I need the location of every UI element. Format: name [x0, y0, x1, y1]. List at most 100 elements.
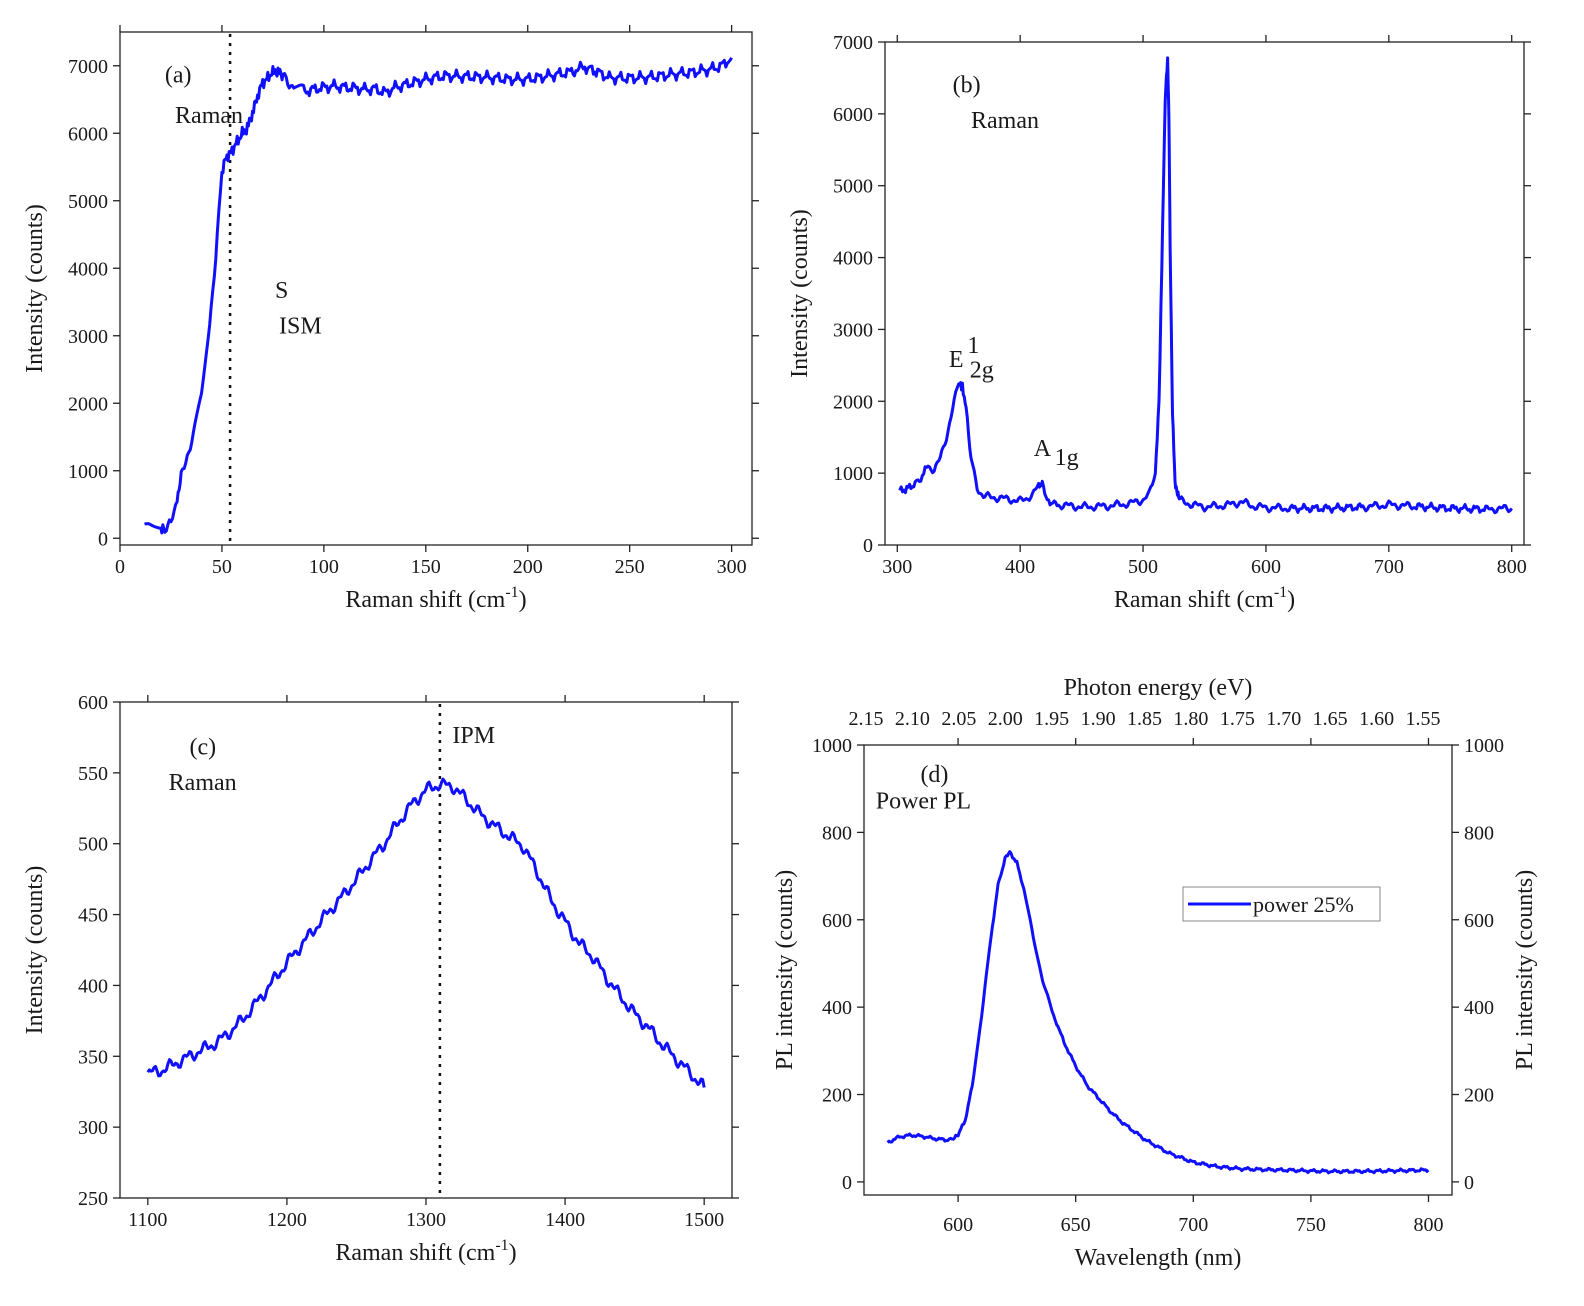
- y-tick-label-right: 600: [1464, 910, 1494, 932]
- annotation: (a): [165, 63, 192, 89]
- y-tick-label: 3000: [68, 326, 108, 348]
- plot-frame: [863, 744, 1453, 1196]
- x-axis-label: Raman shift (cm-1): [345, 584, 526, 613]
- chart-panel-b: 300 400 500 600 700 800 0 1000 2000 3000 4000 5000 6…: [787, 32, 1531, 613]
- x-axis-label-sup: -1: [505, 584, 518, 601]
- annotation: IPM: [452, 723, 495, 749]
- top-tick-label: 1.80: [1173, 708, 1208, 730]
- x-tick-label: 1200: [267, 1209, 307, 1231]
- top-tick-label: 2.15: [849, 708, 884, 730]
- annotation: (b): [953, 72, 981, 98]
- y-tick-label: 7000: [68, 56, 108, 78]
- chart-panel-d: 600 650 700 750 800 0 0 200 200 400 400 600 600 800 80…: [772, 675, 1538, 1271]
- y-tick-label: 4000: [68, 258, 108, 280]
- x-axis-label-main: Raman shift (cm: [1114, 587, 1274, 613]
- x-tick-label: 1500: [684, 1209, 724, 1231]
- y-tick-label: 1000: [68, 461, 108, 483]
- x-tick-label: 400: [1005, 556, 1035, 578]
- annotation: Raman: [175, 103, 243, 129]
- y-tick-label: 200: [822, 1085, 852, 1107]
- x-tick-label: 800: [1497, 556, 1527, 578]
- y-tick-label: 450: [78, 905, 108, 927]
- annotation: 1g: [1055, 445, 1079, 471]
- x-axis-label-close: ): [519, 587, 527, 613]
- top-tick-label: 1.70: [1266, 708, 1301, 730]
- annotation: E: [949, 347, 964, 373]
- x-tick-label: 300: [717, 556, 747, 578]
- top-tick-label: 2.00: [988, 708, 1023, 730]
- y-tick-label: 500: [78, 834, 108, 856]
- y-axis-label: Intensity (counts): [22, 866, 48, 1035]
- x-tick-label: 1400: [545, 1209, 585, 1231]
- x-tick-label: 600: [1251, 556, 1281, 578]
- y-tick-label: 300: [78, 1117, 108, 1139]
- legend-label: power 25%: [1253, 892, 1354, 917]
- series-line-raman: [898, 56, 1513, 515]
- x-axis-label-close: ): [1287, 587, 1295, 613]
- y-tick-label-right: 200: [1464, 1085, 1494, 1107]
- y-tick-label-right: 0: [1464, 1172, 1474, 1194]
- chart-panel-a: 0 50 100 150 200 250 3000100020003000400050006…: [22, 25, 759, 613]
- x-tick-label: 1100: [128, 1209, 167, 1231]
- x-tick-label: 700: [1374, 556, 1404, 578]
- y-tick-label: 5000: [68, 191, 108, 213]
- x-axis-label-sup: -1: [1274, 584, 1287, 601]
- x-tick-label: 600: [943, 1214, 973, 1236]
- x-tick-label: 300: [882, 556, 912, 578]
- y-axis-label: Intensity (counts): [787, 209, 813, 378]
- x-axis-label: Wavelength (nm): [1075, 1245, 1242, 1271]
- y-tick-label: 600: [78, 692, 108, 714]
- annotation: S: [275, 278, 288, 304]
- top-tick-label: 1.95: [1034, 708, 1069, 730]
- x-axis-label-sup: -1: [495, 1237, 508, 1254]
- y-tick-label: 7000: [833, 32, 873, 54]
- x-tick-label: 650: [1061, 1214, 1091, 1236]
- y-tick-label: 3000: [833, 319, 873, 341]
- y-tick-label: 4000: [833, 248, 873, 270]
- x-axis-label-main: Raman shift (cm: [335, 1240, 495, 1266]
- plot-frame: [119, 31, 753, 546]
- top-tick-label: 2.10: [895, 708, 930, 730]
- x-tick-label: 700: [1178, 1214, 1208, 1236]
- y-axis-label-right: PL intensity (counts): [1512, 870, 1538, 1070]
- series-line-raman: [146, 777, 706, 1088]
- y-tick-label: 5000: [833, 176, 873, 198]
- y-tick-label: 400: [822, 997, 852, 1019]
- top-tick-label: 1.85: [1127, 708, 1162, 730]
- x-tick-label: 0: [115, 556, 125, 578]
- annotation: Power PL: [876, 788, 971, 814]
- x-tick-label: 100: [309, 556, 339, 578]
- annotation: ISM: [279, 314, 322, 340]
- x-tick-label: 50: [212, 556, 232, 578]
- top-tick-label: 1.90: [1081, 708, 1116, 730]
- annotation: A: [1034, 436, 1052, 462]
- x-tick-label: 1300: [406, 1209, 446, 1231]
- y-tick-label: 0: [863, 535, 873, 557]
- annotation: Raman: [971, 108, 1039, 134]
- x-tick-label: 250: [615, 556, 645, 578]
- annotation: (c): [190, 734, 217, 760]
- x-tick-label: 150: [411, 556, 441, 578]
- y-tick-label: 1000: [833, 463, 873, 485]
- top-tick-label: 1.65: [1313, 708, 1348, 730]
- top-x-axis-label: Photon energy (eV): [1064, 675, 1253, 701]
- series-line-raman: [144, 56, 733, 535]
- x-axis-label-main: Raman shift (cm: [345, 587, 505, 613]
- y-axis-label: PL intensity (counts): [772, 870, 798, 1070]
- annotation: 2g: [970, 358, 994, 384]
- y-tick-label: 2000: [68, 393, 108, 415]
- top-tick-label: 1.55: [1406, 708, 1441, 730]
- x-axis-label: Raman shift (cm-1): [1114, 584, 1295, 613]
- y-tick-label-right: 1000: [1464, 735, 1504, 757]
- y-tick-label: 6000: [833, 104, 873, 126]
- y-tick-label: 1000: [812, 735, 852, 757]
- annotation: 1: [967, 333, 979, 359]
- y-tick-label: 350: [78, 1046, 108, 1068]
- x-tick-label: 800: [1413, 1214, 1443, 1236]
- y-tick-label: 600: [822, 910, 852, 932]
- y-tick-label: 0: [98, 528, 108, 550]
- chart-panel-c: 1100 1200 1300 1400 1500 250 300 350 400 450 500 55…: [22, 692, 739, 1266]
- plot-frame: [884, 41, 1525, 546]
- series-line-power-25-: [886, 850, 1430, 1175]
